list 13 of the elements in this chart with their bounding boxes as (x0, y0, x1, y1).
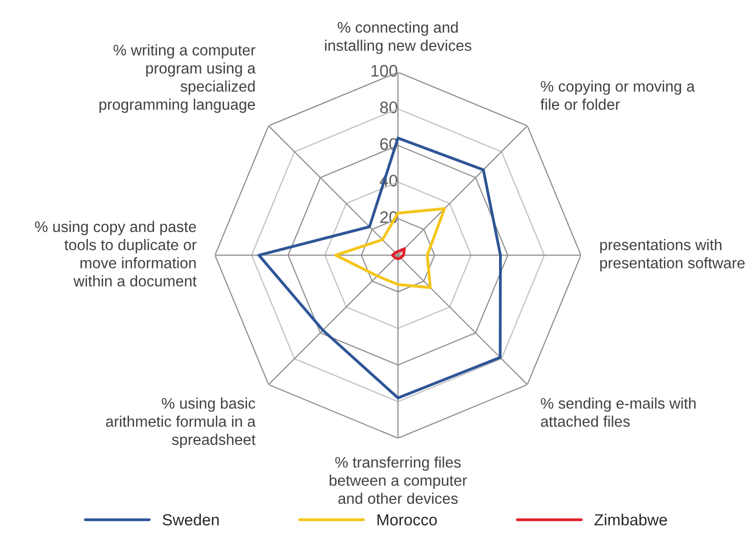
spoke-label: % transferring files between a computer and other devices (330, 456, 467, 504)
y-tick-label: 80 (380, 102, 398, 114)
legend-label: Sweden (162, 514, 219, 526)
spoke-label: % writing a computer program using a specialized programming language (100, 44, 256, 113)
legend-label: Morocco (378, 514, 437, 526)
spoke-label: % connecting and installing new devices (325, 22, 472, 54)
legend-label: Zimbabwe (594, 514, 667, 526)
spoke-label: % using basic arithmetic formula in a spreadsheet (106, 398, 256, 448)
spoke-label: % sending e-mails with attached files (540, 398, 696, 427)
spoke-label: % copying or moving a file or folder (540, 80, 695, 110)
spoke-label: % using copy and paste tools to duplicate or move information within a document (35, 220, 197, 286)
y-tick-label: 100 (371, 64, 398, 77)
spoke-label: presentations with presentation software (600, 239, 745, 272)
